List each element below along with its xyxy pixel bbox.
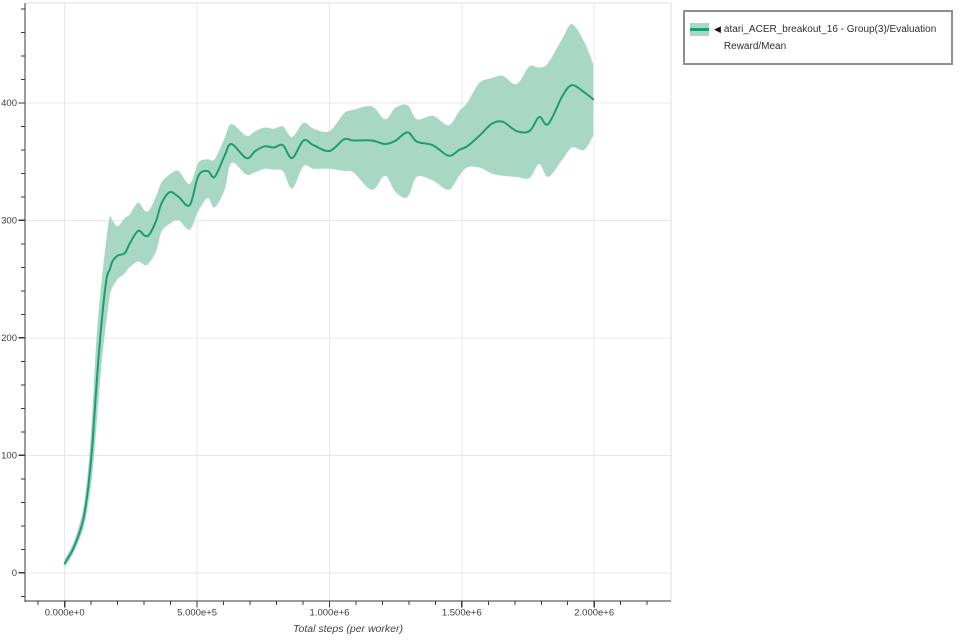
legend-label: atari_ACER_breakout_16 - Group(3)/Evalua…	[723, 24, 937, 52]
legend-entry[interactable]: ◀ atari_ACER_breakout_16 - Group(3)/Eval…	[690, 21, 947, 55]
y-tick-label: 100	[1, 451, 17, 462]
series-marker-icon: ◀	[714, 24, 721, 34]
x-tick-label: 2.000e+6	[574, 608, 614, 619]
legend: ◀ atari_ACER_breakout_16 - Group(3)/Eval…	[683, 10, 953, 65]
x-axis-title: Total steps (per worker)	[293, 623, 403, 635]
stddev-band	[64, 24, 594, 567]
y-tick-label: 400	[1, 98, 17, 109]
series-mean-line-icon	[690, 28, 709, 31]
x-tick-label: 5.000e+5	[177, 608, 217, 619]
y-tick-label: 0	[12, 568, 17, 579]
mean-line	[63, 84, 595, 565]
series-swatch-icon	[690, 23, 709, 36]
x-tick-label: 1.500e+6	[442, 608, 482, 619]
y-tick-label: 300	[1, 216, 17, 227]
x-tick-label: 0.000e+0	[45, 608, 85, 619]
y-tick-label: 200	[1, 333, 17, 344]
x-tick-label: 1.000e+6	[310, 608, 350, 619]
